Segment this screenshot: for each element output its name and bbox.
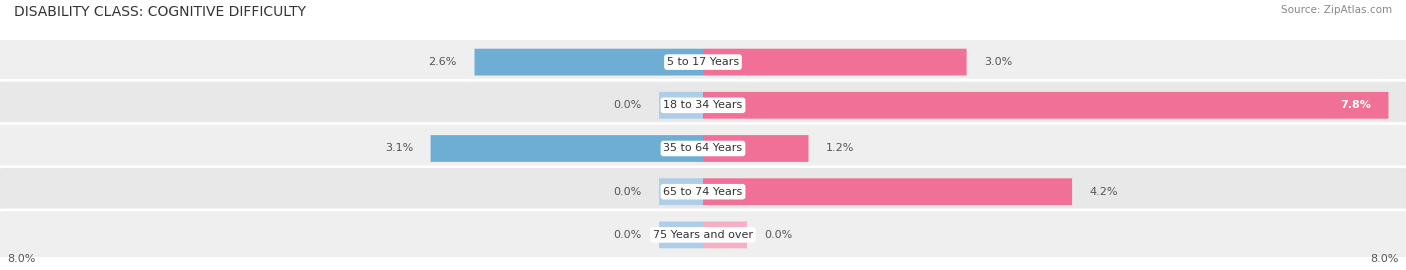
Text: 0.0%: 0.0%	[613, 100, 641, 110]
Text: 8.0%: 8.0%	[7, 254, 35, 264]
Text: 4.2%: 4.2%	[1090, 187, 1118, 197]
Text: 8.0%: 8.0%	[1371, 254, 1399, 264]
Text: 75 Years and over: 75 Years and over	[652, 230, 754, 240]
FancyBboxPatch shape	[659, 178, 703, 205]
Text: 35 to 64 Years: 35 to 64 Years	[664, 143, 742, 154]
FancyBboxPatch shape	[703, 178, 1073, 205]
Text: 1.2%: 1.2%	[827, 143, 855, 154]
FancyBboxPatch shape	[659, 221, 703, 248]
FancyBboxPatch shape	[703, 92, 1389, 119]
Text: Source: ZipAtlas.com: Source: ZipAtlas.com	[1281, 5, 1392, 15]
Text: 3.0%: 3.0%	[984, 57, 1012, 67]
FancyBboxPatch shape	[0, 80, 1406, 130]
FancyBboxPatch shape	[703, 49, 967, 76]
FancyBboxPatch shape	[703, 135, 808, 162]
Text: 0.0%: 0.0%	[613, 230, 641, 240]
FancyBboxPatch shape	[0, 37, 1406, 87]
Text: DISABILITY CLASS: COGNITIVE DIFFICULTY: DISABILITY CLASS: COGNITIVE DIFFICULTY	[14, 5, 307, 19]
FancyBboxPatch shape	[659, 92, 703, 119]
Text: 65 to 74 Years: 65 to 74 Years	[664, 187, 742, 197]
Text: 18 to 34 Years: 18 to 34 Years	[664, 100, 742, 110]
FancyBboxPatch shape	[430, 135, 703, 162]
FancyBboxPatch shape	[0, 123, 1406, 174]
Text: 5 to 17 Years: 5 to 17 Years	[666, 57, 740, 67]
Text: 0.0%: 0.0%	[765, 230, 793, 240]
FancyBboxPatch shape	[475, 49, 703, 76]
Text: 0.0%: 0.0%	[613, 187, 641, 197]
Text: 7.8%: 7.8%	[1340, 100, 1371, 110]
FancyBboxPatch shape	[0, 210, 1406, 260]
Text: 3.1%: 3.1%	[385, 143, 413, 154]
FancyBboxPatch shape	[0, 167, 1406, 217]
Text: 2.6%: 2.6%	[429, 57, 457, 67]
FancyBboxPatch shape	[703, 221, 747, 248]
